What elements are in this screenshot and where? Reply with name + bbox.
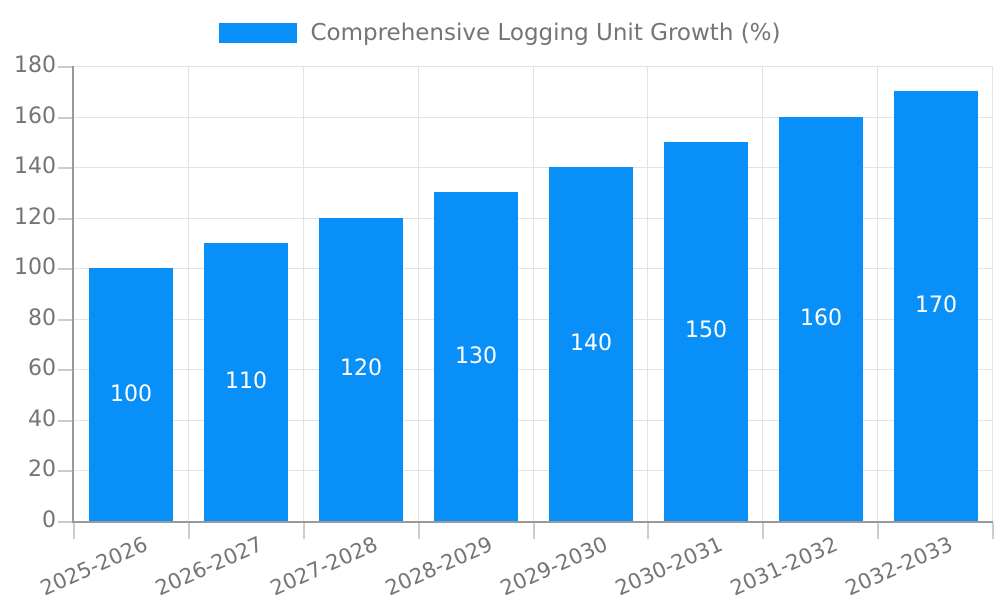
legend-swatch <box>219 23 298 43</box>
x-axis-tick <box>73 523 75 539</box>
bar[interactable] <box>779 117 863 521</box>
gridline-vertical <box>533 66 534 521</box>
legend-label: Comprehensive Logging Unit Growth (%) <box>310 20 781 46</box>
y-axis-tick-label: 80 <box>28 306 56 331</box>
y-axis-tick-label: 160 <box>14 104 56 129</box>
x-axis-tick <box>188 523 190 539</box>
gridline-vertical <box>418 66 419 521</box>
bar[interactable] <box>894 91 978 521</box>
y-axis-tick-label: 100 <box>14 255 56 280</box>
bar-value-label: 130 <box>455 344 497 369</box>
y-axis-tick <box>58 369 74 371</box>
y-axis-tick <box>58 218 74 220</box>
bar-value-label: 120 <box>340 356 382 381</box>
bar-value-label: 100 <box>110 382 152 407</box>
bar-value-label: 170 <box>915 293 957 318</box>
gridline-vertical <box>992 66 993 521</box>
x-axis-tick <box>418 523 420 539</box>
y-axis-tick <box>58 167 74 169</box>
y-axis-tick <box>58 117 74 119</box>
x-axis-tick <box>762 523 764 539</box>
bar[interactable] <box>664 142 748 521</box>
x-axis-tick <box>303 523 305 539</box>
bar[interactable] <box>89 268 173 521</box>
y-axis-tick <box>58 268 74 270</box>
x-axis-tick <box>533 523 535 539</box>
x-axis-tick <box>877 523 879 539</box>
y-axis-tick-label: 140 <box>14 154 56 179</box>
bar-value-label: 140 <box>570 331 612 356</box>
y-axis-tick-label: 60 <box>28 356 56 381</box>
gridline-vertical <box>877 66 878 521</box>
bar-value-label: 110 <box>225 369 267 394</box>
bar[interactable] <box>549 167 633 521</box>
gridline-vertical <box>762 66 763 521</box>
gridline-vertical <box>303 66 304 521</box>
bar[interactable] <box>319 218 403 521</box>
y-axis-tick-label: 180 <box>14 53 56 78</box>
bar-value-label: 160 <box>800 306 842 331</box>
x-axis-line <box>72 521 993 523</box>
gridline-vertical <box>188 66 189 521</box>
x-axis-tick <box>647 523 649 539</box>
x-axis-tick <box>992 523 994 539</box>
legend[interactable]: Comprehensive Logging Unit Growth (%) <box>0 14 1000 52</box>
bar-value-label: 150 <box>685 318 727 343</box>
y-axis-tick <box>58 420 74 422</box>
bar[interactable] <box>434 192 518 521</box>
y-axis-tick-label: 20 <box>28 457 56 482</box>
y-axis-tick <box>58 521 74 523</box>
y-axis-tick-label: 120 <box>14 205 56 230</box>
bar[interactable] <box>204 243 288 521</box>
y-axis-tick-label: 40 <box>28 407 56 432</box>
y-axis-tick <box>58 470 74 472</box>
gridline-vertical <box>647 66 648 521</box>
y-axis-tick <box>58 319 74 321</box>
y-axis-tick <box>58 66 74 68</box>
y-axis-tick-label: 0 <box>42 508 56 533</box>
y-axis-line <box>72 66 74 523</box>
